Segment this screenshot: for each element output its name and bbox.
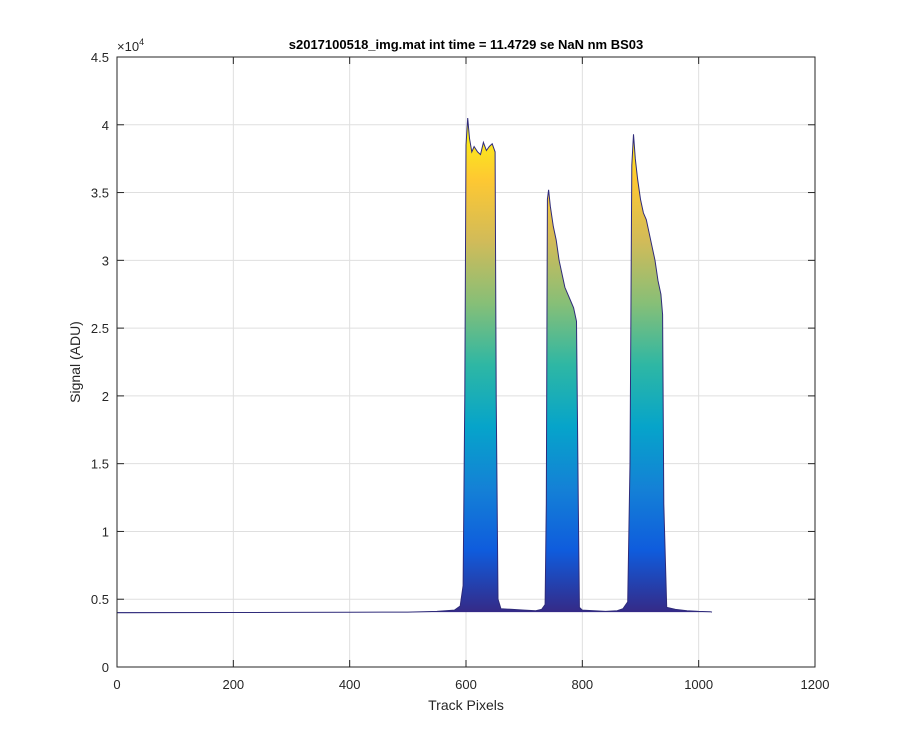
x-tick-label: 0 xyxy=(113,677,120,692)
y-tick-label: 1 xyxy=(102,524,109,539)
y-tick-label: 1.5 xyxy=(91,457,109,472)
y-tick-label: 3.5 xyxy=(91,186,109,201)
y-tick-label: 0.5 xyxy=(91,592,109,607)
x-tick-label: 200 xyxy=(222,677,244,692)
chart-title: s2017100518_img.mat int time = 11.4729 s… xyxy=(289,37,643,52)
x-tick-label: 800 xyxy=(571,677,593,692)
data-layer xyxy=(117,117,713,614)
y-tick-label: 2 xyxy=(102,389,109,404)
signal-area xyxy=(117,118,713,613)
signal-line xyxy=(117,117,713,614)
tick-marks xyxy=(116,56,816,668)
x-tick-label: 1000 xyxy=(684,677,713,692)
y-multiplier-base: ×10 xyxy=(117,39,139,54)
y-tick-label: 4.5 xyxy=(91,50,109,65)
y-axis-multiplier: ×104 xyxy=(117,37,144,54)
tick-labels: 0 200 400 600 800 1000 1200 0 0.5 1 1.5 2 2.5 3 3.5 4 4.… xyxy=(91,50,830,692)
y-tick-label: 4 xyxy=(102,118,109,133)
y-tick-label: 2.5 xyxy=(91,321,109,336)
x-axis-label: Track Pixels xyxy=(428,697,504,713)
y-multiplier-exponent: 4 xyxy=(139,37,144,47)
y-tick-label: 0 xyxy=(102,660,109,675)
y-axis-label: Signal (ADU) xyxy=(67,321,83,403)
x-tick-label: 400 xyxy=(339,677,361,692)
x-tick-label: 1200 xyxy=(801,677,830,692)
x-tick-label: 600 xyxy=(455,677,477,692)
y-tick-label: 3 xyxy=(102,253,109,268)
